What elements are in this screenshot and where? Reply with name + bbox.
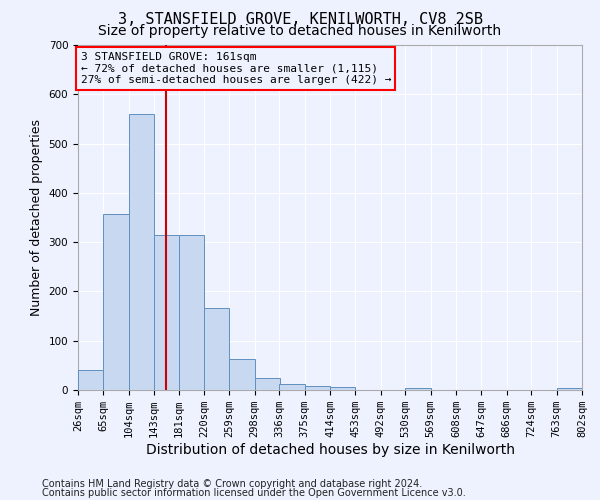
X-axis label: Distribution of detached houses by size in Kenilworth: Distribution of detached houses by size … xyxy=(146,443,515,457)
Bar xyxy=(280,384,305,390)
Text: Contains HM Land Registry data © Crown copyright and database right 2024.: Contains HM Land Registry data © Crown c… xyxy=(42,479,422,489)
Bar xyxy=(305,386,330,390)
Bar xyxy=(179,235,204,390)
Bar xyxy=(557,388,582,390)
Y-axis label: Number of detached properties: Number of detached properties xyxy=(30,119,43,316)
Bar xyxy=(154,235,179,390)
Bar xyxy=(254,378,280,390)
Bar xyxy=(103,214,128,390)
Bar xyxy=(330,386,355,390)
Bar xyxy=(204,308,229,390)
Bar xyxy=(406,388,431,390)
Bar xyxy=(229,360,254,390)
Bar xyxy=(78,370,103,390)
Text: 3, STANSFIELD GROVE, KENILWORTH, CV8 2SB: 3, STANSFIELD GROVE, KENILWORTH, CV8 2SB xyxy=(118,12,482,28)
Text: 3 STANSFIELD GROVE: 161sqm
← 72% of detached houses are smaller (1,115)
27% of s: 3 STANSFIELD GROVE: 161sqm ← 72% of deta… xyxy=(80,52,391,85)
Text: Size of property relative to detached houses in Kenilworth: Size of property relative to detached ho… xyxy=(98,24,502,38)
Bar xyxy=(128,114,154,390)
Text: Contains public sector information licensed under the Open Government Licence v3: Contains public sector information licen… xyxy=(42,488,466,498)
